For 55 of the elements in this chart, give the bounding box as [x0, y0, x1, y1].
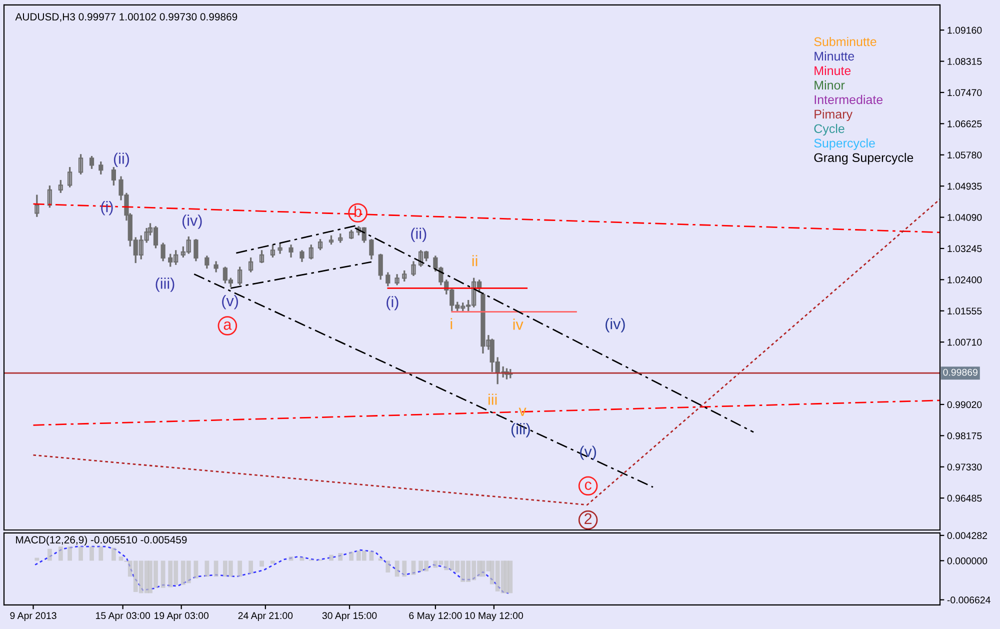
annotation: a [224, 321, 232, 330]
annotation: Pimary [814, 109, 853, 122]
annotation: (ii) [114, 152, 129, 167]
annotation: c [584, 482, 592, 490]
ref-line-label: 0.99869 [943, 368, 978, 376]
annotation: Intermediate [814, 94, 883, 104]
annotation: iii [488, 394, 497, 405]
y-tick-label: 0.004282 [947, 532, 988, 540]
annotation: Grang Supercycle [814, 152, 914, 165]
y-tick-label: 1.05780 [948, 152, 982, 158]
annotation: (i) [386, 296, 398, 310]
x-tick-label: 30 Apr 15:00 [322, 612, 377, 621]
annotation: (ii) [411, 228, 426, 242]
y-tick-label: 1.06625 [948, 120, 982, 128]
x-tick-label: 24 Apr 21:00 [238, 612, 293, 621]
y-tick-label: 0.96485 [947, 494, 982, 502]
annotation: Minor [814, 80, 845, 90]
y-tick-label: 1.00710 [948, 338, 982, 346]
annotation: 2 [584, 513, 592, 524]
y-tick-label: 1.03245 [948, 245, 982, 252]
annotation: Minute [814, 66, 851, 76]
annotation: (iii) [156, 278, 174, 292]
annotation: (iv) [606, 318, 625, 332]
annotation: Cycle [814, 124, 844, 136]
y-tick-label: 1.01555 [948, 308, 982, 314]
y-tick-label: 0.98175 [947, 432, 982, 440]
y-tick-label: 1.04935 [948, 182, 982, 190]
y-tick-label: 0.99020 [947, 401, 982, 408]
y-tick-label: 1.08315 [948, 58, 982, 65]
y-tick-label: 1.04090 [948, 214, 982, 221]
annotation: iv [513, 318, 524, 330]
y-tick-label: 0.000000 [947, 557, 988, 564]
x-tick-label: 9 Apr 2013 [10, 612, 56, 621]
x-tick-label: 15 Apr 03:00 [96, 612, 150, 621]
y-tick-label: 1.09160 [948, 26, 982, 34]
annotation: Subminutte [814, 36, 876, 46]
y-tick-label: -0.006624 [947, 596, 990, 604]
annotation: Minutte [814, 51, 854, 61]
annotation: (iii) [511, 423, 530, 438]
annotation: (v) [222, 295, 238, 310]
annotation: (iv) [182, 214, 202, 229]
x-tick-label: 10 May 12:00 [465, 612, 524, 621]
annotation: i [450, 318, 452, 330]
text: AUDUSD,H3 0.99977 1.00102 0.99730 0.99869 [15, 13, 238, 22]
annotation: Supercycle [814, 138, 875, 150]
annotation: b [354, 206, 362, 217]
y-tick-label: 1.02400 [948, 276, 982, 284]
annotation: (v) [580, 446, 596, 460]
annotation: ii [472, 255, 478, 266]
y-tick-label: 0.97330 [947, 464, 982, 470]
y-tick-label: 1.07470 [948, 89, 982, 96]
x-tick-label: 6 May 12:00 [409, 612, 462, 621]
annotation: v [518, 408, 526, 416]
chart-title: MACD(12,26,9) -0.005510 -0.005459 [16, 536, 187, 546]
x-tick-label: 19 Apr 03:00 [154, 612, 209, 621]
